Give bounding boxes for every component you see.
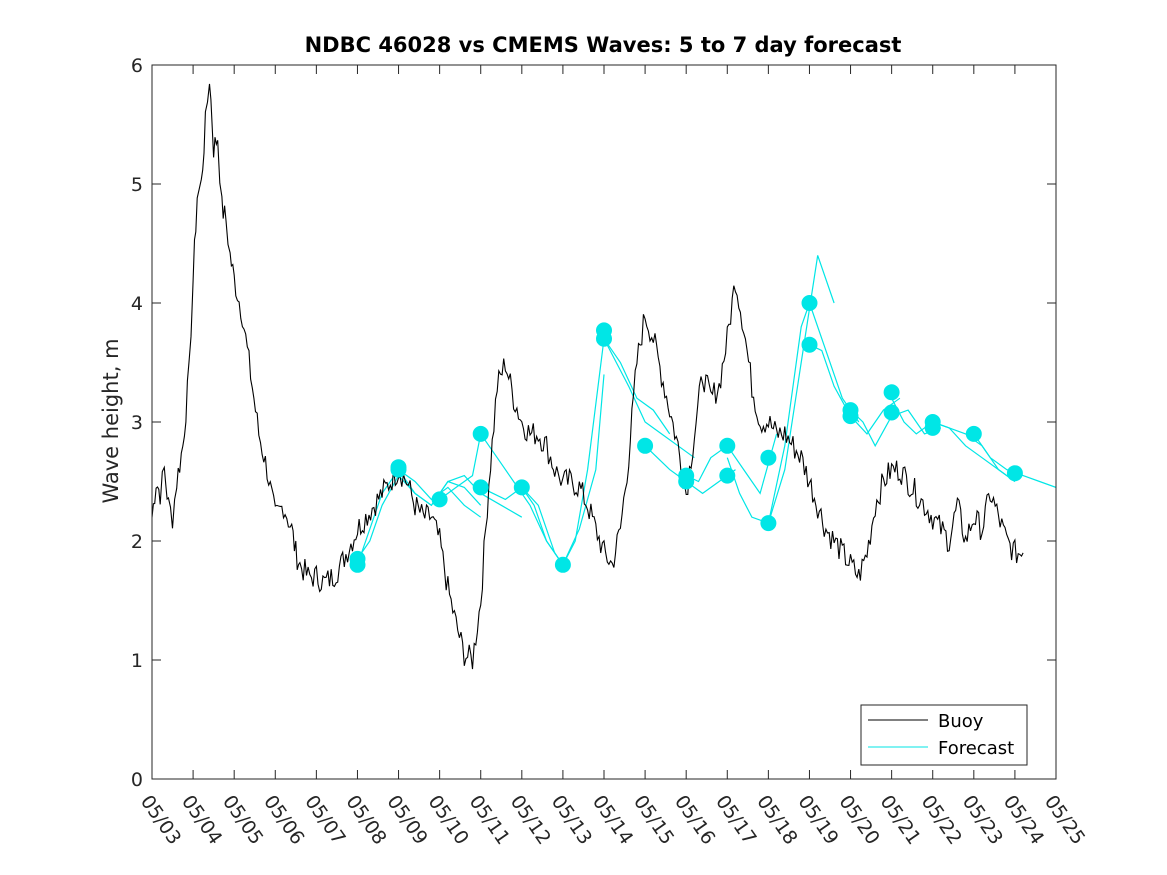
forecast-run-line bbox=[356, 468, 482, 565]
plot-area-frame bbox=[151, 64, 1057, 780]
x-tick-label: 05/22 bbox=[917, 791, 966, 848]
forecast-marker bbox=[472, 479, 489, 496]
forecast-marker bbox=[760, 515, 777, 532]
forecast-run-line bbox=[562, 337, 671, 566]
x-tick-label: 05/23 bbox=[958, 791, 1007, 848]
x-tick-label: 05/06 bbox=[259, 791, 308, 848]
x-tick-label: 05/12 bbox=[506, 791, 555, 848]
legend-box bbox=[860, 704, 1028, 766]
forecast-marker bbox=[883, 404, 900, 421]
forecast-marker bbox=[801, 295, 818, 311]
forecast-run-line bbox=[726, 255, 835, 524]
forecast-marker bbox=[554, 556, 571, 573]
x-tick-label: 05/19 bbox=[793, 791, 842, 848]
buoy-series-line bbox=[152, 83, 1024, 670]
forecast-marker bbox=[596, 322, 612, 339]
y-tick-label: 6 bbox=[131, 55, 143, 77]
x-tick-label: 05/04 bbox=[177, 791, 226, 848]
y-axis-label: Wave height, m bbox=[99, 338, 123, 503]
forecast-run-line bbox=[480, 486, 568, 572]
y-tick-label: 3 bbox=[131, 412, 143, 434]
forecast-marker bbox=[513, 479, 530, 496]
forecast-marker bbox=[390, 459, 407, 476]
forecast-marker bbox=[924, 419, 941, 436]
x-tick-label: 05/13 bbox=[547, 791, 596, 848]
forecast-marker bbox=[760, 449, 777, 466]
forecast-marker bbox=[431, 491, 448, 508]
forecast-run-line bbox=[398, 469, 523, 518]
y-tick-label: 5 bbox=[131, 174, 143, 196]
forecast-marker bbox=[637, 437, 654, 454]
forecast-marker bbox=[1006, 465, 1023, 482]
y-tick-label: 0 bbox=[131, 769, 143, 791]
forecast-marker bbox=[678, 473, 695, 490]
legend-buoy-label: Buoy bbox=[938, 711, 984, 732]
x-tick-label: 05/18 bbox=[752, 791, 801, 848]
x-tick-label: 05/16 bbox=[670, 791, 719, 848]
x-tick-label: 05/20 bbox=[834, 791, 883, 848]
x-tick-label: 05/14 bbox=[588, 791, 637, 848]
x-tick-label: 05/25 bbox=[1040, 791, 1089, 848]
chart-title: NDBC 46028 vs CMEMS Waves: 5 to 7 day fo… bbox=[305, 33, 902, 57]
forecast-marker bbox=[801, 336, 818, 353]
forecast-run-line bbox=[439, 432, 564, 566]
x-tick-label: 05/07 bbox=[300, 791, 349, 848]
y-tick-label: 4 bbox=[131, 293, 143, 315]
x-tick-label: 05/17 bbox=[711, 791, 760, 848]
x-tick-label: 05/09 bbox=[382, 791, 431, 848]
forecast-marker bbox=[472, 425, 489, 442]
x-tick-label: 05/08 bbox=[341, 791, 390, 848]
x-tick-label: 05/15 bbox=[629, 791, 678, 848]
legend: Buoy Forecast bbox=[860, 704, 1028, 766]
forecast-marker bbox=[719, 467, 736, 484]
forecast-marker bbox=[719, 437, 736, 454]
forecast-marker bbox=[842, 408, 859, 425]
x-tick-label: 05/24 bbox=[999, 791, 1048, 848]
forecast-marker bbox=[965, 425, 982, 442]
forecast-run-line bbox=[891, 397, 1016, 482]
x-tick-label: 05/05 bbox=[218, 791, 267, 848]
y-tick-label: 2 bbox=[131, 531, 143, 553]
x-tick-label: 05/11 bbox=[465, 791, 514, 848]
x-tick-label: 05/10 bbox=[424, 791, 473, 848]
legend-forecast-label: Forecast bbox=[938, 738, 1014, 759]
x-tick-label: 05/21 bbox=[876, 791, 925, 848]
forecast-run-line bbox=[357, 474, 482, 560]
forecast-marker bbox=[349, 556, 366, 573]
x-tick-label: 05/03 bbox=[136, 791, 185, 848]
forecast-marker bbox=[883, 384, 900, 401]
y-tick-label: 1 bbox=[131, 650, 143, 672]
forecast-run-line bbox=[521, 374, 605, 567]
